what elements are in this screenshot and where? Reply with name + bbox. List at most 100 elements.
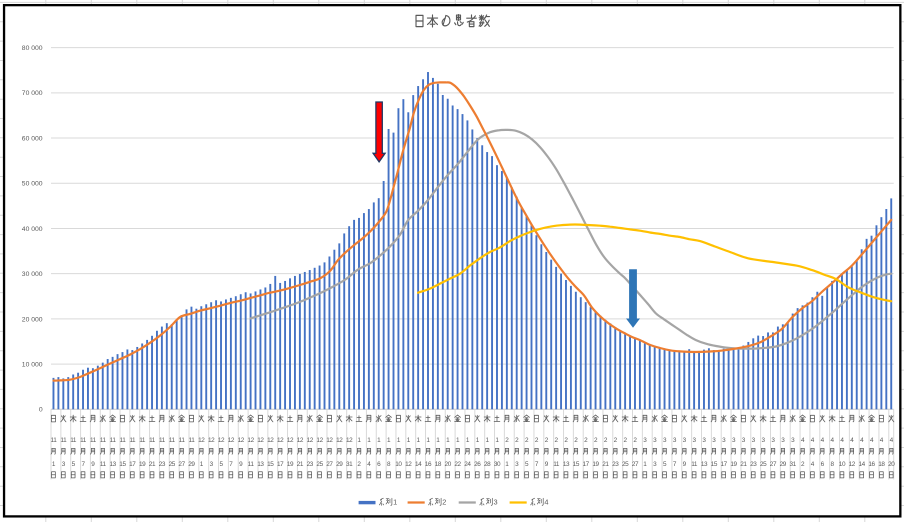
- svg-text:1: 1: [393, 498, 397, 507]
- svg-text:2: 2: [564, 437, 568, 444]
- svg-text:4: 4: [860, 437, 864, 444]
- svg-text:25: 25: [760, 461, 767, 468]
- svg-text:3: 3: [762, 437, 766, 444]
- svg-text:2: 2: [801, 461, 805, 468]
- svg-text:23: 23: [750, 461, 757, 468]
- svg-text:2: 2: [525, 437, 529, 444]
- svg-text:12: 12: [257, 437, 264, 444]
- svg-text:4: 4: [811, 437, 815, 444]
- svg-text:1: 1: [505, 461, 509, 468]
- svg-text:1: 1: [476, 437, 480, 444]
- svg-text:12: 12: [405, 461, 412, 468]
- svg-text:12: 12: [316, 437, 323, 444]
- svg-text:80 000: 80 000: [22, 45, 43, 52]
- svg-text:12: 12: [238, 437, 245, 444]
- svg-text:21: 21: [602, 461, 609, 468]
- svg-text:4: 4: [840, 437, 844, 444]
- svg-text:27: 27: [770, 461, 777, 468]
- svg-text:28: 28: [484, 461, 491, 468]
- svg-text:15: 15: [119, 461, 126, 468]
- svg-text:8: 8: [831, 461, 835, 468]
- svg-text:11: 11: [139, 437, 146, 444]
- svg-text:7: 7: [673, 461, 677, 468]
- svg-text:2: 2: [624, 437, 628, 444]
- svg-text:1: 1: [495, 437, 499, 444]
- svg-text:3: 3: [781, 437, 785, 444]
- svg-text:14: 14: [859, 461, 866, 468]
- svg-text:27: 27: [326, 461, 333, 468]
- svg-text:9: 9: [683, 461, 687, 468]
- svg-text:3: 3: [663, 437, 667, 444]
- svg-text:5: 5: [72, 461, 76, 468]
- svg-text:4: 4: [831, 437, 835, 444]
- svg-text:1: 1: [200, 461, 204, 468]
- svg-text:3: 3: [791, 437, 795, 444]
- svg-text:2: 2: [555, 437, 559, 444]
- svg-text:2: 2: [505, 437, 509, 444]
- svg-text:0: 0: [39, 407, 43, 414]
- svg-text:6: 6: [377, 461, 381, 468]
- svg-text:12: 12: [218, 437, 225, 444]
- svg-text:10: 10: [395, 461, 402, 468]
- svg-text:11: 11: [120, 437, 127, 444]
- svg-text:12: 12: [346, 437, 353, 444]
- svg-text:26: 26: [474, 461, 481, 468]
- svg-text:7: 7: [81, 461, 85, 468]
- svg-text:17: 17: [583, 461, 590, 468]
- svg-text:12: 12: [849, 461, 856, 468]
- svg-text:12: 12: [297, 437, 304, 444]
- svg-text:2: 2: [357, 461, 361, 468]
- svg-text:12: 12: [228, 437, 235, 444]
- svg-text:16: 16: [425, 461, 432, 468]
- svg-text:11: 11: [70, 437, 77, 444]
- svg-text:7: 7: [535, 461, 539, 468]
- svg-text:17: 17: [721, 461, 728, 468]
- svg-text:11: 11: [90, 437, 97, 444]
- svg-text:29: 29: [188, 461, 195, 468]
- svg-text:11: 11: [553, 461, 560, 468]
- svg-text:1: 1: [407, 437, 411, 444]
- svg-text:11: 11: [149, 437, 156, 444]
- svg-text:22: 22: [454, 461, 461, 468]
- svg-text:3: 3: [643, 437, 647, 444]
- svg-text:29: 29: [336, 461, 343, 468]
- svg-text:11: 11: [51, 437, 58, 444]
- svg-text:1: 1: [387, 437, 391, 444]
- svg-text:3: 3: [673, 437, 677, 444]
- svg-text:24: 24: [464, 461, 471, 468]
- svg-text:21: 21: [740, 461, 747, 468]
- svg-text:23: 23: [159, 461, 166, 468]
- svg-text:10 000: 10 000: [22, 361, 43, 368]
- svg-text:27: 27: [632, 461, 639, 468]
- svg-text:3: 3: [653, 437, 657, 444]
- svg-text:20: 20: [445, 461, 452, 468]
- svg-text:4: 4: [544, 498, 548, 507]
- svg-text:1: 1: [456, 437, 460, 444]
- svg-text:1: 1: [446, 437, 450, 444]
- svg-text:3: 3: [771, 437, 775, 444]
- svg-text:1: 1: [397, 437, 401, 444]
- svg-text:11: 11: [691, 461, 698, 468]
- svg-text:13: 13: [563, 461, 570, 468]
- svg-text:25: 25: [169, 461, 176, 468]
- svg-text:19: 19: [730, 461, 737, 468]
- svg-text:4: 4: [870, 437, 874, 444]
- svg-text:9: 9: [91, 461, 95, 468]
- svg-text:31: 31: [790, 461, 797, 468]
- svg-text:12: 12: [336, 437, 343, 444]
- svg-text:1: 1: [486, 437, 490, 444]
- svg-text:13: 13: [109, 461, 116, 468]
- svg-text:1: 1: [367, 437, 371, 444]
- svg-text:4: 4: [821, 437, 825, 444]
- svg-text:1: 1: [52, 461, 56, 468]
- svg-text:3: 3: [752, 437, 756, 444]
- svg-text:3: 3: [702, 437, 706, 444]
- svg-text:3: 3: [693, 437, 697, 444]
- svg-text:2: 2: [535, 437, 539, 444]
- svg-text:50 000: 50 000: [22, 181, 43, 188]
- svg-text:2: 2: [545, 437, 549, 444]
- svg-text:3: 3: [515, 461, 519, 468]
- svg-text:11: 11: [110, 437, 117, 444]
- svg-text:1: 1: [426, 437, 430, 444]
- svg-text:15: 15: [267, 461, 274, 468]
